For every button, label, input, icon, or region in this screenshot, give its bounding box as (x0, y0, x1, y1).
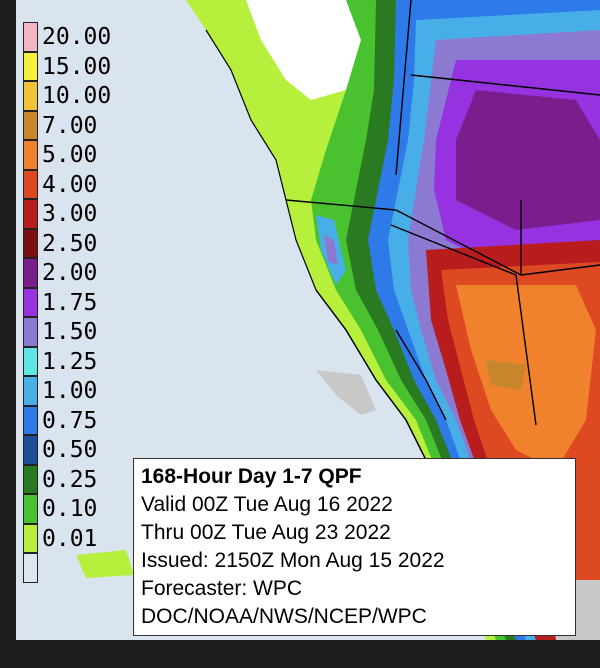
map-title: 168-Hour Day 1-7 QPF (141, 465, 362, 488)
legend-swatch (23, 435, 38, 465)
thru-time: Thru 00Z Tue Aug 23 2022 (141, 521, 391, 544)
legend-swatch (23, 258, 38, 288)
precipitation-legend: 20.00 15.00 10.00 7.00 5.00 4.00 3.00 2.50 2.00 1… (23, 22, 143, 583)
legend-swatch (23, 405, 38, 435)
legend-item: 5.00 (23, 140, 143, 170)
legend-item: 2.00 (23, 258, 143, 288)
legend-swatch (23, 287, 38, 317)
legend-label: 1.00 (42, 378, 98, 404)
map-info-box: 168-Hour Day 1-7 QPF Valid 00Z Tue Aug 1… (133, 458, 576, 636)
legend-label: 1.75 (42, 289, 98, 316)
legend-swatch (23, 346, 38, 376)
legend-label: 2.00 (42, 260, 98, 286)
legend-item: 1.75 (23, 287, 143, 317)
legend-swatch (23, 140, 38, 170)
legend-item: 0.50 (23, 435, 143, 465)
legend-swatch (23, 464, 38, 494)
legend-swatch (23, 376, 38, 406)
legend-swatch (23, 81, 38, 111)
legend-swatch (23, 199, 38, 229)
legend-swatch (23, 553, 38, 583)
legend-label: 2.50 (42, 230, 98, 257)
legend-item: 20.00 (23, 22, 143, 52)
legend-label: 0.50 (42, 437, 98, 463)
legend-label: 0.01 (42, 525, 98, 552)
legend-label: 0.10 (42, 496, 98, 522)
legend-swatch (23, 22, 38, 52)
legend-label: 0.75 (42, 407, 98, 434)
legend-item: 15.00 (23, 51, 143, 81)
legend-item: 7.00 (23, 110, 143, 140)
legend-swatch (23, 494, 38, 524)
legend-item: 1.00 (23, 376, 143, 406)
legend-label: 7.00 (42, 112, 98, 139)
legend-label: 15.00 (42, 53, 112, 80)
issued-time: Issued: 2150Z Mon Aug 15 2022 (141, 549, 445, 572)
legend-label: 0.25 (42, 466, 98, 493)
legend-swatch (23, 228, 38, 258)
legend-item: 0.10 (23, 494, 143, 524)
legend-item: 0.25 (23, 464, 143, 494)
legend-swatch (23, 169, 38, 199)
legend-item: 4.00 (23, 169, 143, 199)
legend-item: 1.50 (23, 317, 143, 347)
legend-swatch (23, 317, 38, 347)
legend-item (23, 553, 143, 583)
legend-label: 20.00 (42, 24, 112, 50)
legend-item: 3.00 (23, 199, 143, 229)
valid-time: Valid 00Z Tue Aug 16 2022 (141, 493, 393, 516)
legend-label: 1.50 (42, 319, 98, 345)
legend-item: 2.50 (23, 228, 143, 258)
legend-swatch (23, 523, 38, 553)
legend-label: 10.00 (42, 83, 112, 109)
agency: DOC/NOAA/NWS/NCEP/WPC (141, 605, 427, 628)
legend-item: 1.25 (23, 346, 143, 376)
legend-swatch (23, 51, 38, 81)
legend-item: 0.75 (23, 405, 143, 435)
legend-label: 5.00 (42, 142, 98, 168)
legend-label: 3.00 (42, 201, 98, 227)
legend-item: 0.01 (23, 523, 143, 553)
legend-label: 4.00 (42, 171, 98, 198)
legend-label: 1.25 (42, 348, 98, 375)
legend-item: 10.00 (23, 81, 143, 111)
forecaster: Forecaster: WPC (141, 577, 303, 600)
legend-swatch (23, 110, 38, 140)
